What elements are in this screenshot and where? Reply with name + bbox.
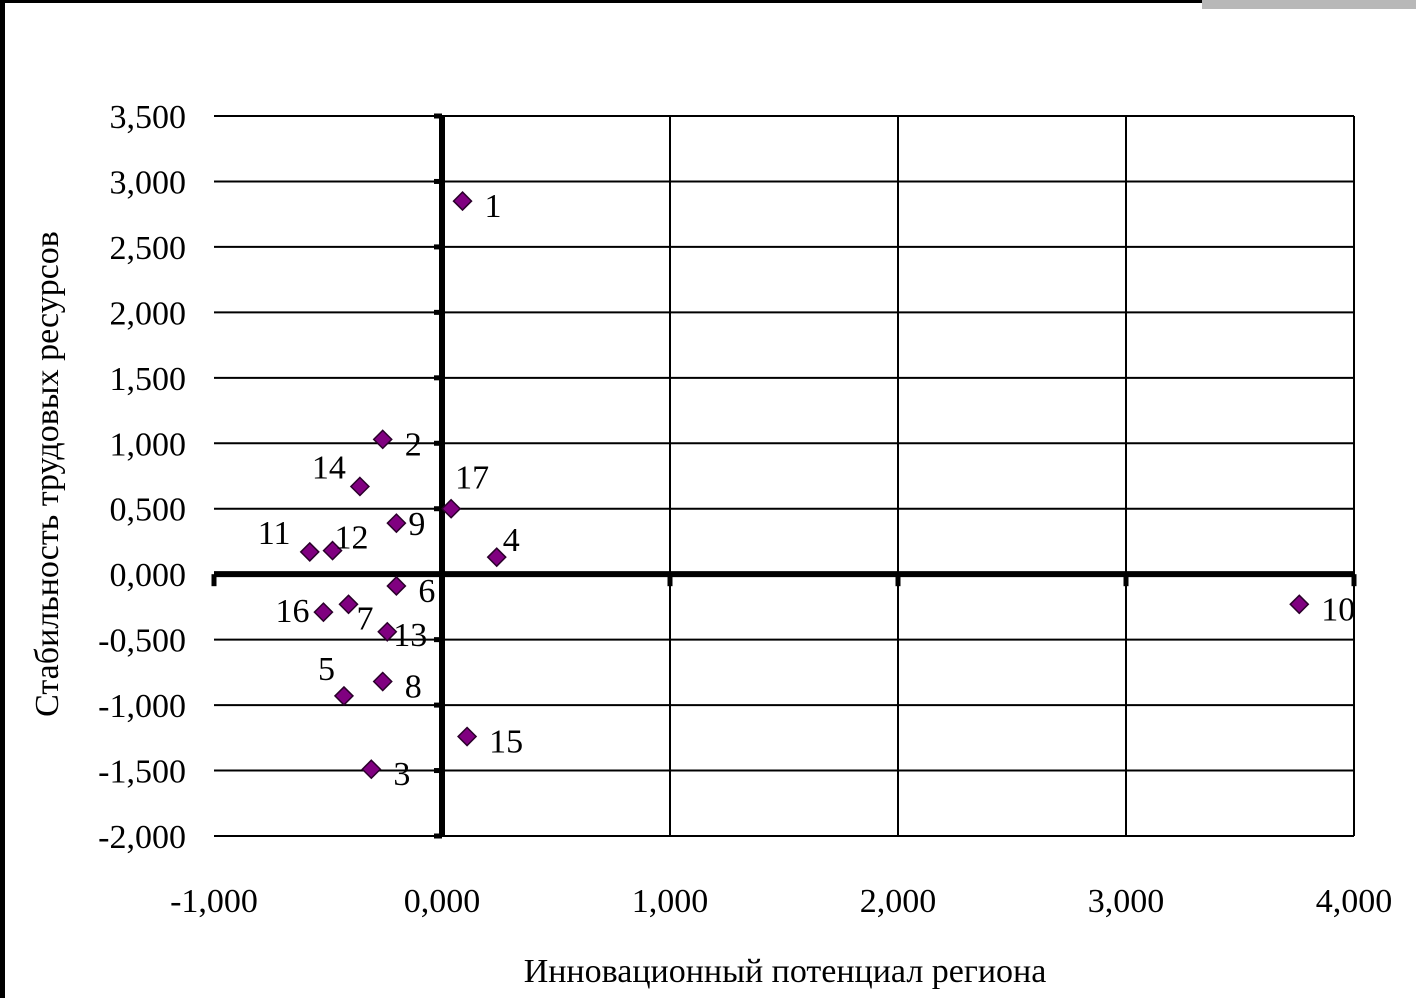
point-label: 10 — [1321, 591, 1355, 628]
window-corner-strip — [1202, 0, 1416, 9]
point-label: 12 — [335, 520, 369, 557]
gridlines — [214, 115, 1355, 837]
data-point — [386, 513, 407, 534]
y-axis-title: Стабильность трудовых ресурсов — [29, 231, 66, 717]
point-label: 3 — [393, 756, 410, 793]
point-label: 5 — [318, 651, 335, 688]
point-label: 8 — [405, 669, 422, 706]
data-point — [386, 575, 407, 597]
data-point — [299, 541, 320, 562]
data-point — [322, 540, 343, 561]
y-tick-label: -2,000 — [98, 819, 186, 856]
x-tick-label: 2,000 — [860, 883, 937, 920]
point-label: 16 — [275, 593, 309, 630]
data-points — [299, 191, 1310, 780]
data-point — [486, 547, 507, 568]
y-tick-label: 0,500 — [110, 492, 187, 529]
point-label: 11 — [258, 515, 291, 552]
point-label: 2 — [405, 426, 422, 463]
y-tick-label: 0,000 — [110, 557, 187, 594]
data-point — [313, 602, 334, 623]
point-label: 14 — [312, 449, 346, 486]
point-label: 1 — [485, 188, 502, 225]
y-tick-label: 1,500 — [110, 361, 187, 398]
y-tick-label: 3,000 — [110, 164, 187, 201]
x-tick-label: 0,000 — [404, 883, 481, 920]
point-label: 6 — [418, 573, 435, 610]
point-label: 7 — [357, 600, 374, 637]
y-tick-labels: 3,500 3,000 2,500 2,000 1,500 1,000 0,500 0,000… — [98, 99, 186, 856]
y-tick-label: 1,000 — [110, 426, 187, 463]
data-point — [372, 429, 393, 450]
point-label: 17 — [455, 460, 489, 497]
point-label: 9 — [408, 506, 425, 543]
point-label: 4 — [503, 522, 520, 559]
x-tick-label: 1,000 — [632, 883, 709, 920]
point-label: 13 — [393, 617, 427, 654]
data-point — [349, 476, 370, 497]
x-tick-labels: -1,000 0,000 1,000 2,000 3,000 4,000 — [170, 883, 1392, 920]
x-tick-label: 4,000 — [1316, 883, 1393, 920]
x-tick-label: 3,000 — [1088, 883, 1165, 920]
data-point — [457, 726, 478, 747]
data-point — [333, 685, 355, 706]
x-tick-label: -1,000 — [170, 883, 258, 920]
y-tick-label: -1,000 — [98, 688, 186, 725]
data-point — [338, 594, 359, 615]
data-point — [377, 621, 398, 642]
y-tick-label: 2,000 — [110, 295, 187, 332]
axes — [211, 113, 1357, 839]
data-point — [452, 191, 473, 212]
y-tick-label: -1,500 — [98, 754, 186, 791]
data-point — [441, 498, 462, 519]
data-point — [361, 759, 382, 780]
data-point — [1289, 594, 1310, 615]
data-point — [372, 671, 393, 692]
y-tick-label: -0,500 — [98, 623, 186, 660]
x-axis-title: Инновационный потенциал региона — [524, 953, 1047, 990]
y-tick-label: 2,500 — [110, 230, 187, 267]
point-label: 15 — [489, 724, 523, 761]
y-tick-label: 3,500 — [110, 99, 187, 136]
